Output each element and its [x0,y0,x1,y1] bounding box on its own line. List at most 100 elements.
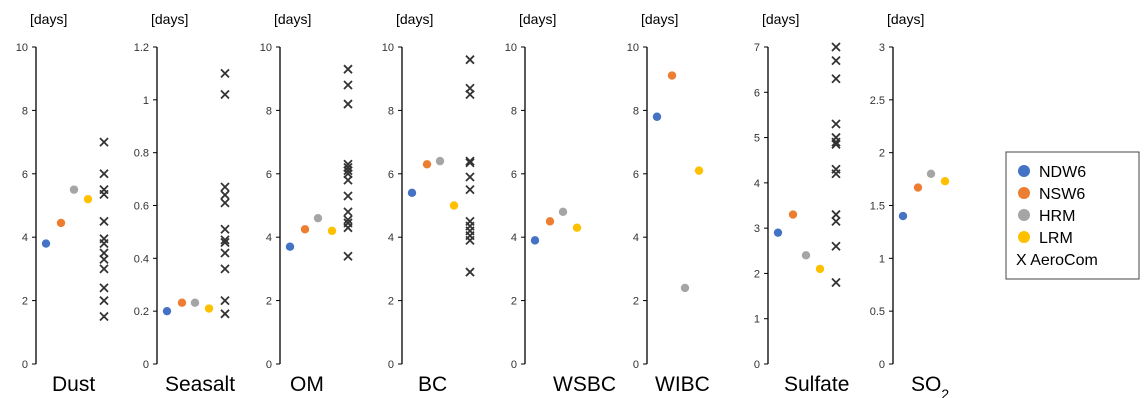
point-aerocom [831,42,841,52]
panel-label: Sulfate [784,373,849,396]
point-aerocom [831,209,841,220]
point-aerocom [99,189,109,200]
point-aerocom [465,156,475,166]
tick-label: 2 [879,148,885,160]
point-aerocom [99,295,109,306]
point-aerocom [831,241,841,251]
point-aerocom [343,223,353,233]
tick-label: 2 [754,268,760,280]
legend-label-ndw6: NDW6 [1039,164,1086,181]
tick-label: 8 [633,105,639,117]
point-aerocom [343,99,353,109]
tick-label: 0 [266,359,272,371]
tick-label: 0 [143,359,149,371]
tick-label: 0.6 [134,201,149,213]
point-nsw6 [300,225,310,234]
panel-sulfate: [days] 0 1 2 3 4 5 6 7 Sulfate [754,11,850,396]
tick-label: 0 [511,359,517,371]
tick-label: 5 [754,133,760,145]
tick-label: 3 [754,223,760,235]
tick-label: 6 [266,169,272,181]
point-ndw6 [162,306,172,316]
point-hrm [801,251,811,260]
point-ndw6 [773,228,783,237]
point-aerocom [831,139,841,150]
point-lrm [815,264,825,274]
point-nsw6 [545,217,555,226]
tick-label: 0.4 [134,253,149,265]
panel-wsbc: [days] 0 2 4 6 8 10 WSBC [505,11,616,396]
tick-label: 8 [511,105,517,117]
point-lrm [940,176,950,186]
tick-label: 10 [627,42,639,54]
tick-label: 0 [388,359,394,371]
point-aerocom [465,185,475,195]
point-aerocom [220,235,230,245]
point-ndw6 [407,188,417,198]
tick-label: 2 [22,296,28,308]
point-aerocom [99,137,109,147]
tick-label: 6 [633,169,639,181]
tick-label: 1 [754,314,760,326]
legend-marker-nsw6 [1018,187,1030,199]
tick-label: 0 [22,359,28,371]
legend-label-nsw6: NSW6 [1039,186,1085,203]
panel-dust: [days] 0 2 4 6 8 10 Dust [16,11,109,396]
point-aerocom [831,169,841,179]
tick-label: 1.2 [134,42,149,54]
panel-label: BC [418,373,447,396]
panel-wibc: [days] 0 2 4 6 8 10 WIBC [627,11,710,396]
point-aerocom [220,264,230,274]
panel-label: SO2 [911,373,949,398]
tick-label: 0 [754,359,760,371]
point-aerocom [220,182,230,192]
point-nsw6 [422,160,432,169]
point-aerocom [465,267,475,277]
tick-label: 0 [879,359,885,371]
legend-label-lrm: LRM [1039,230,1073,247]
unit-label: [days] [887,11,924,27]
legend-marker-hrm [1018,209,1030,221]
tick-label: 3 [879,42,885,54]
tick-label: 2 [633,296,639,308]
tick-label: 8 [388,105,394,117]
panel-bc: [days] 0 2 4 6 8 10 BC [382,11,475,396]
point-hrm [926,169,936,178]
tick-label: 10 [382,42,394,54]
point-aerocom [343,165,353,176]
unit-label: [days] [762,11,799,27]
tick-label: 6 [388,169,394,181]
legend-label-hrm: HRM [1039,208,1075,225]
point-aerocom [220,309,230,319]
tick-label: 6 [754,87,760,99]
tick-label: 0.8 [134,148,149,160]
unit-label: [days] [151,11,188,27]
point-hrm [680,283,690,293]
point-nsw6 [913,183,923,192]
tick-label: 0.5 [870,306,885,318]
tick-label: 2 [266,296,272,308]
tick-label: 1 [143,95,149,107]
point-aerocom [220,237,230,248]
unit-label: [days] [641,11,678,27]
point-lrm [449,201,459,210]
point-hrm [190,298,200,307]
point-nsw6 [667,71,677,80]
point-lrm [694,166,704,175]
point-aerocom [831,74,841,84]
tick-label: 1.5 [870,201,885,213]
point-aerocom [831,119,841,129]
point-aerocom [343,64,353,74]
tick-label: 2 [388,296,394,308]
point-ndw6 [285,242,295,251]
tick-label: 8 [22,105,28,117]
legend-label-aerocom: X AeroCom [1016,252,1098,269]
point-aerocom [465,158,475,168]
tick-label: 1 [879,253,885,265]
point-aerocom [220,89,230,100]
point-ndw6 [41,239,51,248]
point-hrm [69,185,79,194]
point-lrm [204,304,214,313]
tick-label: 10 [260,42,272,54]
